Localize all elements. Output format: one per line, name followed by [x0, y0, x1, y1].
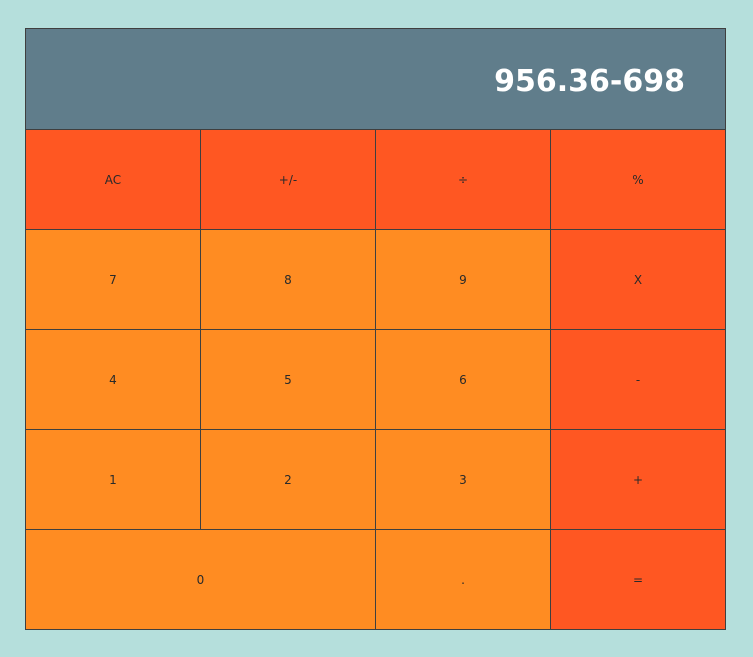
clear-button[interactable]: AC [26, 130, 200, 229]
add-button[interactable]: + [551, 430, 725, 529]
digit-0-button[interactable]: 0 [26, 530, 375, 629]
display-panel: 956.36-698 [26, 29, 725, 130]
divide-button[interactable]: ÷ [376, 130, 550, 229]
multiply-button[interactable]: X [551, 230, 725, 329]
keypad: AC +/- ÷ % 7 8 9 X 4 5 6 - 1 2 3 + 0 . = [26, 130, 725, 629]
digit-9-button[interactable]: 9 [376, 230, 550, 329]
display-value: 956.36-698 [494, 64, 685, 99]
digit-2-button[interactable]: 2 [201, 430, 375, 529]
percent-button[interactable]: % [551, 130, 725, 229]
digit-5-button[interactable]: 5 [201, 330, 375, 429]
decimal-point-button[interactable]: . [376, 530, 550, 629]
digit-3-button[interactable]: 3 [376, 430, 550, 529]
calculator: 956.36-698 AC +/- ÷ % 7 8 9 X 4 5 6 - 1 … [25, 28, 726, 630]
digit-8-button[interactable]: 8 [201, 230, 375, 329]
digit-7-button[interactable]: 7 [26, 230, 200, 329]
digit-1-button[interactable]: 1 [26, 430, 200, 529]
digit-4-button[interactable]: 4 [26, 330, 200, 429]
subtract-button[interactable]: - [551, 330, 725, 429]
sign-toggle-button[interactable]: +/- [201, 130, 375, 229]
digit-6-button[interactable]: 6 [376, 330, 550, 429]
equals-button[interactable]: = [551, 530, 725, 629]
